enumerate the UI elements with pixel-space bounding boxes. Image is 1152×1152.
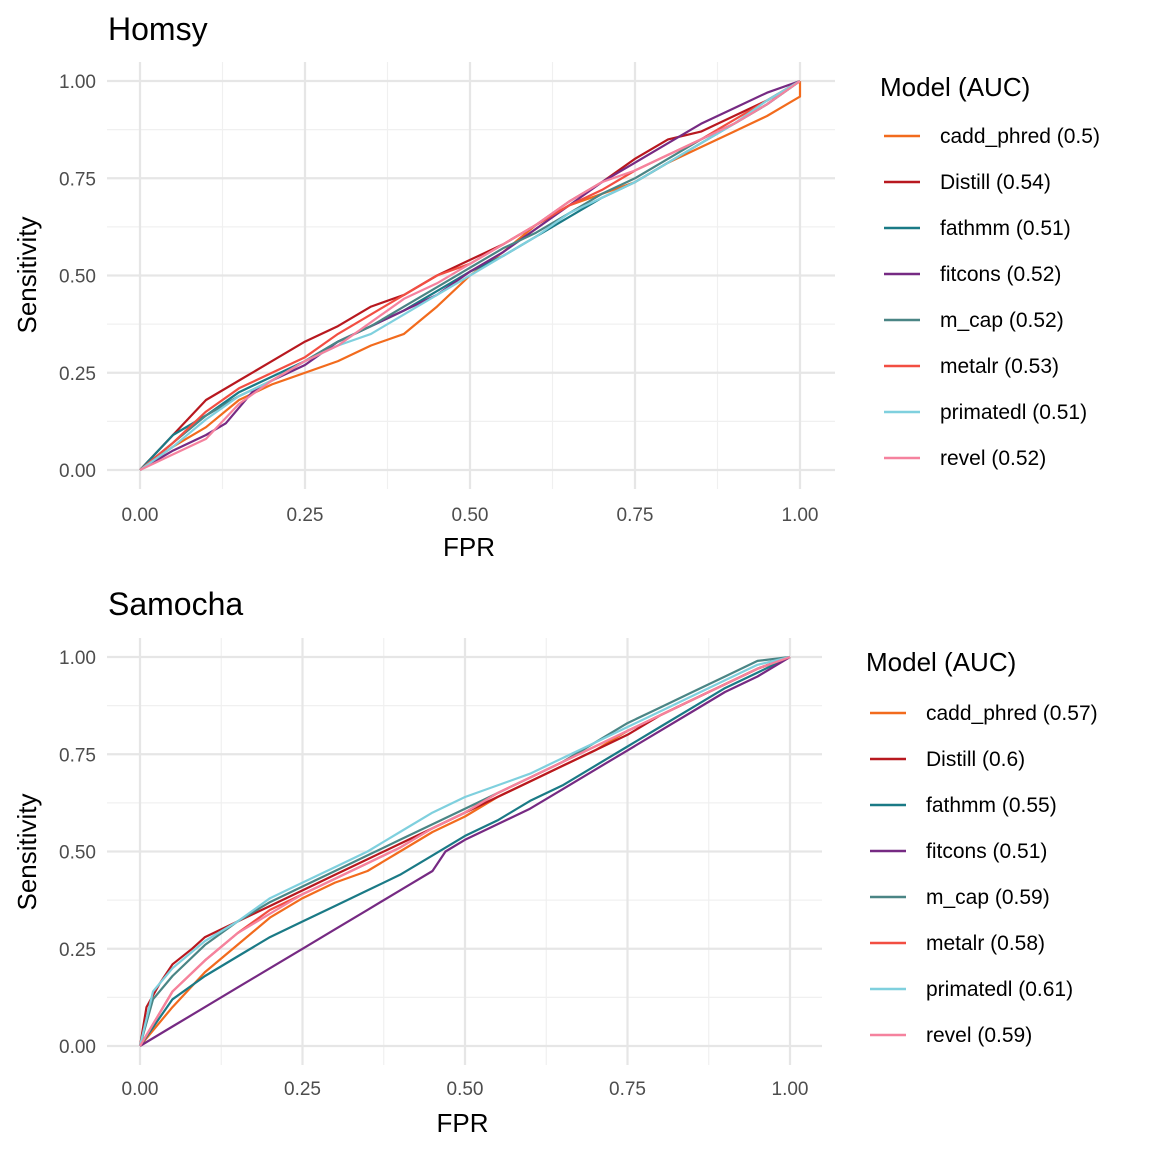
chart-title: Samocha: [108, 586, 243, 622]
x-tick-label: 0.75: [609, 1079, 646, 1100]
series-line-Distill: [139, 80, 801, 471]
legend: Model (AUC) cadd_phred (0.57) Distill (0.6…: [866, 647, 1098, 1047]
x-tick-label: 0.50: [447, 1079, 484, 1100]
panel-1: 0.00 0.25 0.50 0.75 1.00 0.00 0.25 0.50 0.75 1.00…: [12, 586, 1098, 1138]
legend-label: cadd_phred (0.57): [926, 702, 1098, 725]
y-tick-label: 0.50: [59, 843, 96, 864]
x-tick-label: 0.25: [284, 1079, 321, 1100]
legend-label: m_cap (0.52): [940, 309, 1064, 332]
x-axis-title: FPR: [443, 532, 495, 562]
y-tick-label: 0.00: [59, 1037, 96, 1058]
y-tick-label: 1.00: [59, 648, 96, 669]
legend-label: primatedl (0.61): [926, 978, 1073, 1001]
legend: Model (AUC) cadd_phred (0.5) Distill (0.54…: [880, 72, 1100, 470]
legend-label: fathmm (0.55): [926, 794, 1057, 817]
y-tick-label: 0.75: [59, 169, 96, 190]
x-tick-label: 0.75: [617, 505, 654, 526]
x-tick-label: 0.00: [122, 1079, 159, 1100]
series-line-m_cap: [138, 655, 791, 1047]
x-axis-title: FPR: [437, 1108, 489, 1138]
legend-label: revel (0.52): [940, 447, 1046, 470]
legend-label: Distill (0.54): [940, 171, 1051, 194]
grid: [107, 62, 835, 489]
series-line-revel: [139, 80, 801, 471]
y-tick-label: 1.00: [59, 72, 96, 93]
x-tick-label: 1.00: [772, 1079, 809, 1100]
y-tick-label: 0.50: [59, 267, 96, 288]
series-line-fitcons: [139, 656, 791, 1047]
chart-title: Homsy: [108, 11, 208, 47]
legend-label: cadd_phred (0.5): [940, 125, 1100, 148]
series-lines: [139, 79, 802, 471]
y-tick-label: 0.00: [59, 461, 96, 482]
legend-title: Model (AUC): [880, 72, 1030, 102]
x-tick-label: 0.50: [452, 505, 489, 526]
series-line-fathmm: [139, 656, 791, 1047]
series-line-fitcons: [139, 79, 801, 471]
legend-label: metalr (0.58): [926, 932, 1045, 955]
y-tick-label: 0.75: [59, 745, 96, 766]
series-line-revel: [139, 655, 791, 1047]
panel-0: 0.00 0.25 0.50 0.75 1.00 0.00 0.25 0.50 0.75 1.00…: [12, 11, 1100, 562]
x-tick-label: 0.00: [122, 505, 159, 526]
legend-label: fitcons (0.52): [940, 263, 1061, 286]
series-line-primatedl: [138, 655, 791, 1047]
y-axis-title: Sensitivity: [12, 793, 42, 910]
legend-label: m_cap (0.59): [926, 886, 1050, 909]
series-line-primatedl: [139, 80, 801, 471]
legend-label: revel (0.59): [926, 1024, 1032, 1047]
series-lines: [138, 655, 791, 1047]
y-axis-title: Sensitivity: [12, 216, 42, 333]
legend-label: metalr (0.53): [940, 355, 1059, 378]
legend-title: Model (AUC): [866, 647, 1016, 677]
legend-label: fitcons (0.51): [926, 840, 1047, 863]
y-tick-label: 0.25: [59, 364, 96, 385]
x-tick-label: 0.25: [287, 505, 324, 526]
x-tick-label: 1.00: [782, 505, 819, 526]
legend-label: Distill (0.6): [926, 748, 1025, 771]
y-tick-label: 0.25: [59, 940, 96, 961]
legend-label: fathmm (0.51): [940, 217, 1071, 240]
legend-label: primatedl (0.51): [940, 401, 1087, 424]
